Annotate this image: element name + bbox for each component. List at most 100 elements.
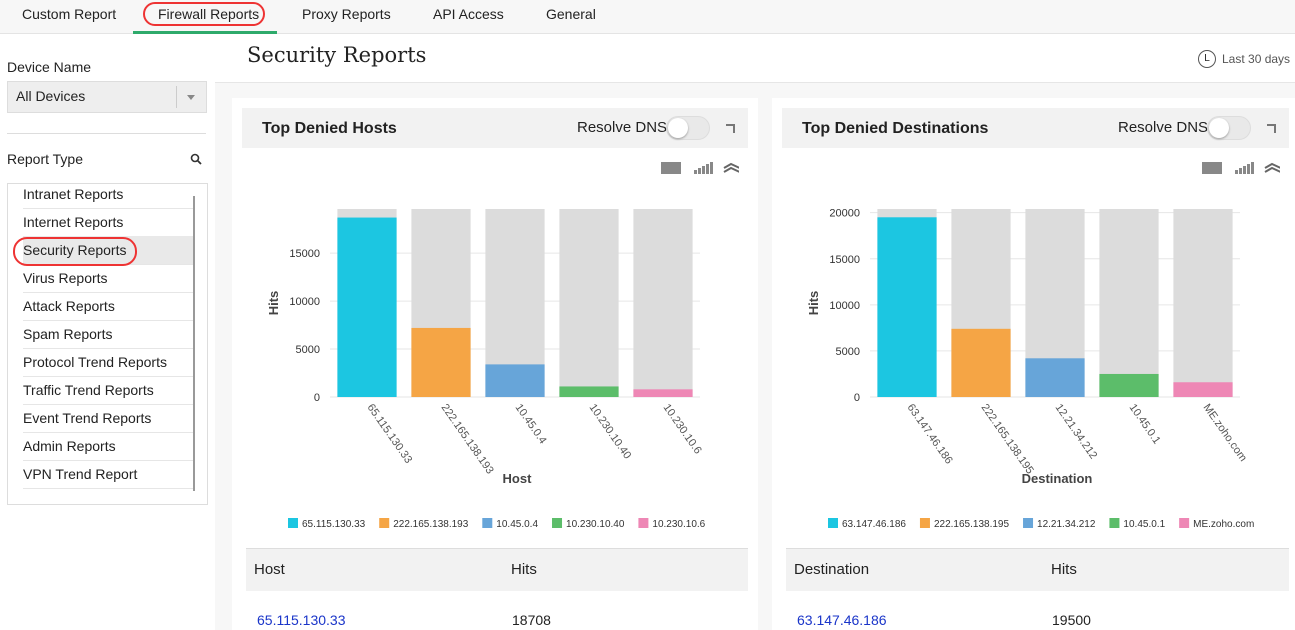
date-range[interactable]: Last 30 days: [1222, 52, 1291, 66]
legend-swatch[interactable]: [1109, 518, 1120, 528]
bar-icon[interactable]: [694, 170, 697, 174]
x-tick-label: 10.45.0.4: [513, 402, 549, 446]
y-tick-label: 15000: [289, 248, 320, 260]
report-item[interactable]: Attack Reports: [23, 292, 193, 321]
host-link[interactable]: 65.115.130.33: [257, 612, 346, 628]
x-tick-label: 10.230.10.6: [661, 402, 704, 456]
sidebar: Device Name All Devices Report Type Intr…: [0, 34, 216, 630]
legend-label[interactable]: 65.115.130.33: [302, 519, 366, 530]
search-icon[interactable]: [190, 153, 203, 166]
y-tick-label: 10000: [289, 296, 320, 308]
report-item[interactable]: Admin Reports: [23, 432, 193, 461]
line-icon[interactable]: [723, 162, 739, 174]
expand-icon[interactable]: [726, 124, 735, 133]
legend-label[interactable]: ME.zoho.com: [1193, 519, 1254, 530]
expand-icon[interactable]: [1267, 124, 1276, 133]
bar-icon[interactable]: [1239, 168, 1242, 174]
legend-swatch[interactable]: [552, 518, 563, 528]
report-item[interactable]: Traffic Trend Reports: [23, 376, 193, 405]
legend-swatch[interactable]: [288, 518, 298, 528]
legend-label[interactable]: 10.230.10.40: [566, 519, 625, 530]
device-select[interactable]: All Devices: [7, 81, 207, 113]
host-link[interactable]: 63.147.46.186: [797, 612, 887, 628]
legend-label[interactable]: 10.45.0.4: [496, 519, 538, 530]
nav-bar: Custom Report Firewall Reports Proxy Rep…: [0, 0, 1295, 34]
x-tick-label: ME.zoho.com: [1201, 402, 1249, 464]
bar: [1025, 358, 1085, 397]
panel: Top Denied Destinations Resolve DNS 0 5000 1…: [772, 98, 1295, 630]
chart-type-icons: [661, 162, 739, 174]
y-axis-title: Hits: [266, 291, 281, 316]
y-tick-label: 15000: [829, 254, 860, 266]
area-icon[interactable]: [661, 162, 681, 174]
bar-icon[interactable]: [1235, 170, 1238, 174]
tab[interactable]: General: [546, 6, 596, 22]
chart-type-icons: [1202, 162, 1280, 174]
divider: [176, 86, 177, 108]
y-tick-label: 0: [854, 392, 860, 404]
chart: 0 5000 10000 15000 20000 63.147.46.186 222.165…: [806, 208, 1254, 530]
page-title: Security Reports: [247, 43, 427, 67]
legend-label[interactable]: 63.147.46.186: [842, 519, 906, 530]
bar-icon[interactable]: [710, 162, 713, 174]
bar-icon[interactable]: [706, 164, 709, 174]
report-item[interactable]: Internet Reports: [23, 208, 193, 237]
bar: [1099, 373, 1159, 397]
line-icon[interactable]: [1264, 162, 1280, 174]
toggle-label: Resolve DNS: [1118, 119, 1209, 136]
hits-cell: 18708: [512, 612, 551, 628]
legend-label[interactable]: 222.165.138.193: [393, 519, 469, 530]
legend-label[interactable]: 10.45.0.1: [1123, 519, 1165, 530]
bar-icon[interactable]: [702, 166, 705, 174]
report-item[interactable]: Event Trend Reports: [23, 404, 193, 433]
range-icon: L: [1198, 50, 1216, 68]
bar-icon[interactable]: [1251, 162, 1254, 174]
y-tick-label: 20000: [829, 208, 860, 220]
toggle-knob: [668, 118, 688, 138]
toggle[interactable]: [666, 116, 710, 140]
report-item[interactable]: Intranet Reports: [23, 184, 193, 209]
table-header: Host Hits: [246, 548, 748, 591]
bar-icon[interactable]: [1243, 166, 1246, 174]
panel-title: Top Denied Destinations: [802, 120, 989, 137]
bar-icon[interactable]: [1247, 164, 1250, 174]
report-item[interactable]: VPN Trend Report: [23, 460, 193, 489]
legend-label[interactable]: 222.165.138.195: [934, 519, 1010, 530]
report-item[interactable]: Protocol Trend Reports: [23, 348, 193, 377]
bar-icon[interactable]: [698, 168, 701, 174]
legend-swatch[interactable]: [638, 518, 649, 528]
report-type-label: Report Type: [7, 151, 84, 167]
highlight-ellipse: [143, 2, 265, 26]
tab[interactable]: Firewall Reports: [158, 6, 260, 22]
legend-swatch[interactable]: [828, 518, 838, 528]
report-item[interactable]: Spam Reports: [23, 320, 193, 349]
x-tick-label: 12.21.34.212: [1053, 402, 1100, 462]
bar: [951, 328, 1011, 397]
legend-swatch[interactable]: [379, 518, 390, 528]
tab[interactable]: Proxy Reports: [302, 6, 391, 22]
legend-label[interactable]: 12.21.34.212: [1037, 519, 1096, 530]
panel: Top Denied Hosts Resolve DNS 0 5000 10000 150…: [232, 98, 758, 630]
area-icon[interactable]: [1202, 162, 1222, 174]
x-tick-label: 222.165.138.193: [439, 402, 496, 477]
panel-header: Top Denied Hosts Resolve DNS: [242, 108, 748, 148]
dropdown-arrow: [187, 95, 195, 100]
legend-swatch[interactable]: [1179, 518, 1190, 528]
toggle[interactable]: [1207, 116, 1251, 140]
tab[interactable]: API Access: [433, 6, 504, 22]
legend-swatch[interactable]: [482, 518, 493, 528]
legend-swatch[interactable]: [919, 518, 930, 528]
scrollbar: [193, 196, 195, 491]
chart: 0 5000 10000 15000 65.115.130.33 222.165.138.…: [266, 209, 706, 530]
bar: [1173, 382, 1233, 397]
x-tick-label: 10.45.0.1: [1127, 402, 1163, 446]
legend-swatch[interactable]: [1023, 518, 1034, 528]
table-header: Destination Hits: [786, 548, 1289, 591]
report-list: Intranet Reports Internet Reports Security…: [7, 183, 208, 505]
y-axis-title: Hits: [806, 291, 821, 316]
column-header: Destination: [794, 561, 870, 578]
report-item[interactable]: Virus Reports: [23, 264, 193, 293]
tab[interactable]: Custom Report: [22, 6, 117, 22]
report-item[interactable]: Security Reports: [23, 236, 193, 265]
legend-label[interactable]: 10.230.10.6: [652, 519, 705, 530]
